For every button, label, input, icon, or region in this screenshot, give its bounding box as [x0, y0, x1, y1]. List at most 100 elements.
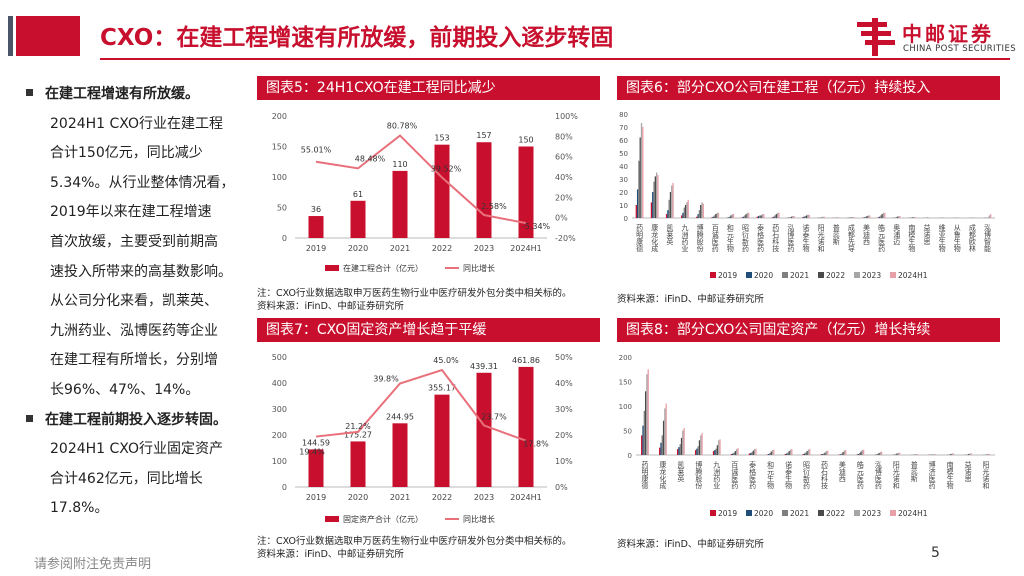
bar-阳光诺和-2023: [987, 454, 989, 455]
bar-博腾股份-2023: [700, 435, 702, 455]
bar-九洲药业-2023: [718, 440, 720, 455]
bar-凯莱英-2024H1: [683, 428, 685, 455]
bar-康龙化成-2021: [653, 181, 655, 218]
bar-药石科技-2023: [825, 451, 828, 455]
x-tick: 凯莱英: [666, 223, 674, 246]
bar-泰格医药-2024H1: [763, 214, 765, 218]
bar-泰格医药-2022: [760, 215, 762, 218]
logo-name-cn: 中邮证券: [902, 22, 994, 46]
y-right-tick: 20%: [555, 193, 573, 202]
x-tick: 益诺思: [964, 460, 972, 482]
bar-2022: [434, 144, 450, 238]
bar-泓博智能-2023: [988, 215, 991, 218]
x-tick: 和元生物: [726, 223, 734, 253]
fig7-note: 注：CXO行业数据选取申万医药生物行业中医疗研发外包分类中相关标的。: [257, 536, 572, 547]
bar-和元生物-2020: [727, 217, 730, 218]
x-tick: 2019: [306, 244, 326, 253]
legend-swatch-2021: [782, 510, 788, 516]
bar-泰格医药-2023: [753, 449, 756, 455]
title-rule: [100, 58, 1010, 60]
y-tick: 50: [623, 428, 632, 436]
bar-药石科技-2020: [821, 454, 824, 455]
bullet-1-line: 首次放缓，主要受到前期高: [50, 233, 218, 250]
x-tick: 泓博智能: [983, 223, 991, 253]
bullet-1-line: 从公司分化来看，凯莱英、: [50, 293, 218, 310]
bar-普蕊斯-2023: [915, 454, 917, 455]
bar-皓元医药-2021: [880, 215, 882, 218]
line-label: 21.2%: [345, 422, 371, 431]
bar-百诚医药-2022: [715, 214, 717, 218]
bar-皓元医药-2022: [881, 214, 883, 218]
bar-博济医药-2023: [933, 454, 935, 455]
x-tick: 博济医药: [928, 460, 936, 490]
bar-阳光诺和-2024H1: [898, 452, 901, 455]
bar-药明康德-2021: [643, 410, 645, 455]
bar-美迪西-2022: [842, 452, 844, 455]
bar-博腾股份-2023: [701, 202, 703, 218]
x-tick: 药石科技: [820, 460, 828, 490]
legend-label-2019: 2019: [718, 509, 737, 518]
line-label: 23.7%: [481, 412, 507, 421]
legend-swatch-2020: [746, 272, 752, 278]
bar-阳光诺和-2024H1: [988, 453, 990, 455]
bar-泓博医药-2023: [792, 216, 794, 218]
x-tick: 奥浦迈: [893, 223, 901, 246]
bullet-2-line: 17.8%。: [50, 500, 109, 517]
x-tick: 2021: [390, 244, 410, 253]
bar-2021: [392, 423, 408, 487]
bar-label: 439.31: [470, 362, 498, 371]
line-label: 39.8%: [373, 375, 399, 384]
bar-美迪西-2020: [863, 217, 866, 218]
y-left-tick: 100: [272, 457, 287, 466]
bar-昭衍新药-2024H1: [809, 449, 811, 455]
bar-博腾股份-2020: [696, 448, 698, 455]
bar-泰格医药-2022: [752, 450, 754, 455]
x-tick: 2020: [348, 493, 368, 502]
bar-label: 144.59: [302, 438, 330, 447]
bar-泓博智能-2024H1: [990, 214, 992, 218]
bar-药石科技-2021: [823, 453, 825, 455]
y-left-tick: 0: [282, 483, 287, 492]
bar-和元生物-2020: [768, 454, 770, 455]
bullet-1-line: 合计150亿元，同比减少: [50, 145, 203, 162]
bar-药明康德-2022: [644, 391, 647, 455]
x-tick: 博腾股份: [695, 460, 703, 490]
bar-2023: [476, 372, 492, 487]
bullet-1-line: 5.34%。从行业整体情况看，: [50, 174, 235, 191]
x-tick: 博腾股份: [696, 223, 704, 253]
bar-诺泰生物-2024H1: [791, 449, 793, 455]
bar-美迪西-2021: [841, 453, 843, 455]
y-left-tick: 300: [272, 405, 287, 414]
legend-label-2020: 2020: [754, 271, 773, 280]
fig8-chart: 0 50 100 150 200 药明康德 康龙化成 凯莱英 博腾股份 九洲药业 百诚医药 泰格医药 和…: [619, 354, 995, 518]
china-post-logo-icon: [857, 18, 895, 56]
bar-皓元医药-2020: [857, 454, 860, 455]
bullet-2-body: 2024H1 CXO行业固定资产 合计462亿元，同比增长 17.8%。: [26, 435, 244, 524]
legend-swatch-2024H1: [890, 510, 896, 516]
bar-凯莱英-2023: [671, 185, 673, 218]
fig7-source: 资料来源：iFinD、中邮证券研究所: [257, 549, 404, 560]
bullet-2-line: 合计462亿元，同比增长: [50, 470, 203, 487]
summary-bullets: 在建工程增速有所放缓。 2024H1 CXO行业在建工程 合计150亿元，同比减少…: [26, 80, 244, 524]
bar-和元生物-2024H1: [732, 214, 735, 218]
x-tick: 康龙化成: [659, 460, 667, 490]
bar-阳光诺和-2021: [894, 454, 897, 455]
x-tick: 药明康德: [636, 223, 644, 253]
x-tick: 诺泰生物: [785, 460, 793, 490]
bullet-1-line: 在建工程有所增长，分别增: [50, 352, 218, 369]
line-label: 2.58%: [481, 202, 507, 211]
bar-百诚医药-2019: [730, 454, 733, 455]
bar-诺泰生物-2022: [805, 215, 808, 218]
line-label: 17.8%: [523, 440, 549, 449]
y-right-tick: 80%: [555, 132, 573, 141]
title-accent-gray: [8, 16, 13, 56]
y-tick: 150: [619, 379, 632, 387]
x-tick: 阳光诺和: [892, 460, 900, 490]
bar-昭衍新药-2022: [745, 214, 747, 218]
bar-南模生物-2022: [911, 217, 914, 218]
x-tick: 皓元医药: [856, 460, 864, 490]
y-tick: 0: [624, 215, 628, 223]
bar-2019: [308, 449, 324, 487]
bar-label: 153: [434, 134, 449, 143]
y-right-tick: 0%: [555, 483, 568, 492]
